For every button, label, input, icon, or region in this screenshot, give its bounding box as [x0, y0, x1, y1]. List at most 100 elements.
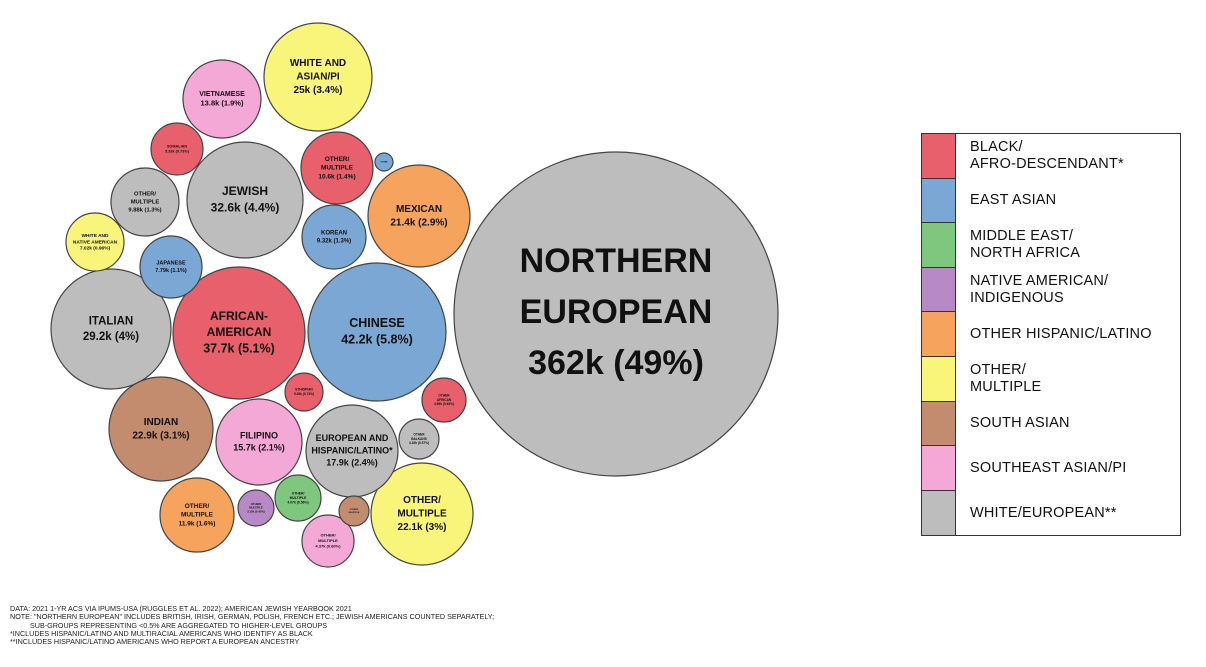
bubble-circle [186, 141, 304, 259]
note-line: SUB-GROUPS REPRESENTING <0.5% ARE AGGREG… [10, 620, 328, 630]
bubble-name-label: WHITE AND [81, 233, 109, 239]
bubble-circle [50, 268, 172, 390]
legend-swatch [922, 490, 956, 536]
bubble-circle [300, 131, 374, 205]
bubble-name-label: MULTIPLE [290, 496, 307, 500]
bubble-name-label: HISPANIC/LATINO* [311, 445, 393, 455]
bubble-circle [453, 151, 779, 477]
bubble-name-label: JAPANESE [156, 261, 186, 267]
bubble-name-label: AFRICAN [437, 398, 452, 402]
bubble-circle [307, 262, 447, 402]
bubble-circle [398, 418, 440, 460]
bubble-name-label: AFRICAN- [210, 309, 268, 323]
source-notes: DATA: 2021 1-YR ACS VIA IPUMS-USA (RUGGL… [10, 604, 494, 647]
bubble-circle [374, 152, 394, 172]
legend-swatch [922, 134, 956, 179]
bubble-value-label: 9.88k (1.3%) [128, 207, 161, 213]
bubble-9: EUROPEAN AND HISPANIC/LATINO* 17.9k (2.4%) [305, 404, 399, 498]
bubble-1: CHINESE 42.2k (5.8%) [307, 262, 447, 402]
bubble-name-label: MULTIPLE [181, 512, 214, 519]
legend-item-multiple: OTHER/ MULTIPLE [922, 356, 1180, 402]
note-line: DATA: 2021 1-YR ACS VIA IPUMS-USA (RUGGL… [10, 604, 352, 613]
legend-item-south_asian: SOUTH ASIAN [922, 401, 1180, 447]
bubble-name-label: NATIVE AMERICAN [73, 239, 118, 245]
bubble-value-label: 5.39k (0.74%) [294, 392, 314, 396]
bubble-value-label: 10.6k (1.4%) [318, 173, 355, 180]
bubble-name-label: MEXICAN [396, 204, 442, 215]
bubble-name-label: EUROPEAN AND [316, 433, 389, 443]
bubble-circle [108, 376, 214, 482]
legend-item-white: WHITE/EUROPEAN** [922, 490, 1180, 536]
bubble-circle [150, 122, 204, 176]
legend-swatch [922, 223, 956, 268]
bubble-name-label: EUROPEAN [520, 293, 713, 331]
legend-label: EAST ASIAN [970, 192, 1057, 209]
bubble-name-label: FILIPINO [240, 430, 278, 440]
bubble-name-label: KOREAN [321, 231, 347, 237]
bubble-value-label: 5.33k (0.73%) [165, 150, 190, 154]
bubble-name-label: SOMALIAN [167, 144, 188, 148]
legend-item-mena: MIDDLE EAST/ NORTH AFRICA [922, 223, 1180, 268]
bubble-name-label: OTHER [381, 162, 389, 164]
bubble-value-label: 11.9k (1.6%) [179, 520, 216, 527]
bubble-name-label: OTHER/ [325, 156, 350, 163]
bubble-circle [237, 489, 275, 527]
bubble-0: NORTHERN EUROPEAN 362k (49%) [453, 151, 779, 477]
bubble-circle [338, 495, 370, 527]
legend-label: OTHER HISPANIC/LATINO [970, 326, 1152, 343]
legend-label: SOUTH ASIAN [970, 415, 1070, 432]
bubble-circle [159, 477, 235, 553]
bubble-name-label: OTHER/ [134, 192, 156, 198]
legend-item-black: BLACK/ AFRO-DESCENDANT* [922, 134, 1180, 179]
bubble-circle [139, 235, 203, 299]
bubble-value-label: 22.9k (3.1%) [132, 430, 189, 441]
bubble-value-label: 7.79k (1.1%) [155, 268, 187, 274]
bubble-value-label: 9.32k (1.3%) [317, 239, 351, 245]
legend-label: NATIVE AMERICAN/ INDIGENOUS [970, 273, 1109, 307]
bubble-name-label: MULTIPLE [397, 509, 447, 520]
bubble-circle [263, 22, 373, 132]
legend-item-hispanic: OTHER HISPANIC/LATINO [922, 312, 1180, 357]
bubble-7: OTHER/MULTIPLE 22.1k (3%) [370, 462, 474, 566]
bubble-name-label: OTHER/ [403, 495, 441, 506]
bubble-circle [284, 372, 324, 412]
bubble-name-label: VIETNAMESE [199, 91, 245, 98]
bubble-name-label: INDIAN [144, 417, 178, 428]
bubble-value-label: 22.1k (3%) [398, 522, 447, 533]
bubble-circle [110, 167, 180, 237]
bubble-value-label: 4.18k (0.57%) [409, 441, 429, 445]
bubble-circle [215, 398, 303, 486]
legend-swatch [922, 178, 956, 224]
bubble-6: INDIAN 22.9k (3.1%) [108, 376, 214, 482]
bubble-circle [367, 164, 471, 268]
legend-item-se_asian: SOUTHEAST ASIAN/PI [922, 446, 1180, 491]
bubble-26: OTHER [374, 152, 394, 172]
note-line: *INCLUDES HISPANIC/LATINO AND MULTIRACIA… [10, 628, 313, 638]
legend-swatch [922, 401, 956, 447]
bubble-name-label: OTHER [413, 433, 425, 437]
note-line: **INCLUDES HISPANIC/LATINO AMERICANS WHO… [10, 637, 300, 647]
bubble-value-label: 4.59k (0.63%) [434, 402, 454, 406]
bubble-name-label: BALKANS [411, 437, 427, 441]
legend-swatch [922, 312, 956, 357]
bubble-name-label: CHINESE [349, 316, 405, 330]
bubble-name-label: ASIAN/PI [296, 72, 340, 83]
bubble-name-label: OTHER/ [320, 533, 336, 538]
legend-label: SOUTHEAST ASIAN/PI [970, 459, 1127, 476]
bubble-3: JEWISH 32.6k (4.4%) [186, 141, 304, 259]
bubble-circle [370, 462, 474, 566]
bubble-15: KOREAN 9.32k (1.3%) [301, 204, 367, 270]
bubble-value-label: 21.4k (2.9%) [390, 217, 447, 228]
bubble-name-label: OTHER/ [292, 491, 305, 495]
legend-swatch [922, 356, 956, 402]
bubble-value-label: 3.10k (0.42%) [247, 510, 265, 514]
